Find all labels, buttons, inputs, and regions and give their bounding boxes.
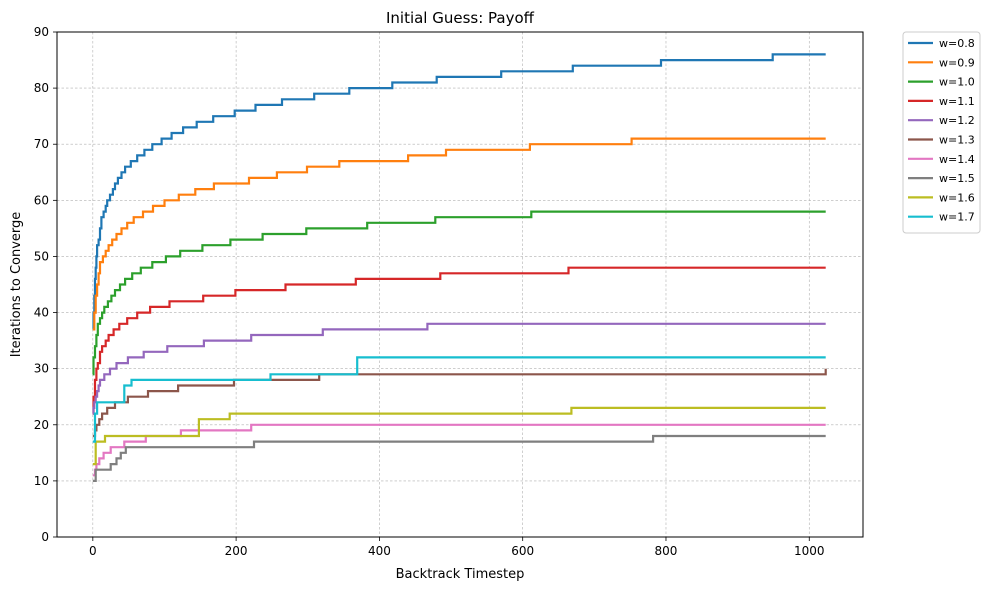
legend-label: w=0.8 — [939, 37, 975, 50]
x-tick-label: 800 — [655, 544, 678, 558]
y-tick-label: 80 — [34, 81, 49, 95]
series-line — [92, 266, 826, 415]
legend-label: w=1.3 — [939, 134, 975, 147]
legend: w=0.8 w=0.9 w=1.0 w=1.1 w=1.2 w=1.3 w=1.4 w=1.5… — [902, 31, 981, 234]
legend-label: w=1.7 — [939, 211, 975, 224]
x-tick-label: 400 — [368, 544, 391, 558]
chart-title: Initial Guess: Payoff — [386, 9, 535, 27]
series-line — [92, 137, 826, 331]
legend-label: w=1.0 — [939, 76, 975, 89]
y-tick-label: 70 — [34, 137, 49, 151]
legend-label: w=1.6 — [939, 191, 975, 204]
series-line — [92, 53, 826, 331]
series-line — [92, 356, 826, 443]
y-axis-label: Iterations to Converge — [9, 212, 24, 358]
series-line — [92, 423, 826, 477]
x-tick-label: 600 — [511, 544, 534, 558]
y-tick-label: 40 — [34, 306, 49, 320]
x-axis: 0 200 400 600 800 1000 — [89, 537, 825, 558]
y-tick-label: 0 — [41, 530, 49, 544]
y-tick-label: 20 — [34, 418, 49, 432]
series-line — [92, 322, 826, 415]
x-tick-label: 200 — [225, 544, 248, 558]
x-tick-label: 0 — [89, 544, 97, 558]
y-tick-label: 10 — [34, 474, 49, 488]
legend-label: w=0.9 — [939, 56, 975, 69]
legend-label: w=1.4 — [939, 153, 975, 166]
series-line — [92, 210, 826, 376]
series-line — [92, 434, 826, 482]
legend-label: w=1.5 — [939, 172, 975, 185]
y-tick-label: 50 — [34, 249, 49, 263]
legend-label: w=1.2 — [939, 114, 975, 127]
y-tick-label: 90 — [34, 25, 49, 39]
y-tick-label: 60 — [34, 193, 49, 207]
y-axis: 0 10 20 30 40 50 60 70 80 90 — [34, 25, 57, 544]
plot-frame — [56, 31, 864, 538]
x-tick-label: 1000 — [794, 544, 825, 558]
legend-label: w=1.1 — [939, 95, 975, 108]
y-tick-label: 30 — [34, 362, 49, 376]
series-lines — [92, 53, 827, 482]
x-axis-label: Backtrack Timestep — [396, 567, 525, 582]
